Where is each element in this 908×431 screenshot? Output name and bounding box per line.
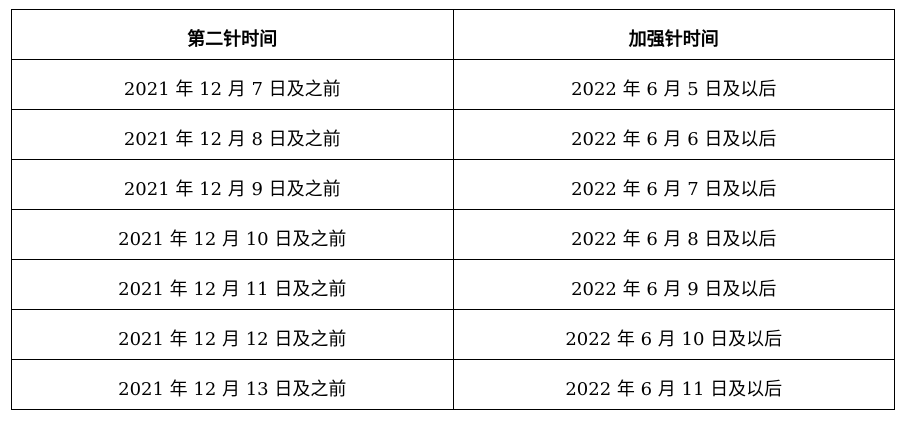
booster-date-cell: 2022 年 6 月 5 日及以后 — [452, 59, 895, 110]
second-dose-date-cell: 2021 年 12 月 11 日及之前 — [11, 259, 454, 310]
second-dose-date-cell: 2021 年 12 月 12 日及之前 — [11, 309, 454, 360]
booster-date-cell: 2022 年 6 月 11 日及以后 — [452, 359, 895, 410]
header-second-dose: 第二针时间 — [11, 9, 454, 60]
vaccination-schedule-table: 第二针时间 加强针时间 2021 年 12 月 7 日及之前 2022 年 6 月… — [11, 9, 895, 410]
header-booster: 加强针时间 — [452, 9, 895, 60]
table-row: 2021 年 12 月 8 日及之前 2022 年 6 月 6 日及以后 — [11, 109, 895, 160]
booster-date-cell: 2022 年 6 月 8 日及以后 — [452, 209, 895, 260]
table-row: 2021 年 12 月 11 日及之前 2022 年 6 月 9 日及以后 — [11, 259, 895, 310]
table-row: 2021 年 12 月 7 日及之前 2022 年 6 月 5 日及以后 — [11, 59, 895, 110]
booster-date-cell: 2022 年 6 月 6 日及以后 — [452, 109, 895, 160]
second-dose-date-cell: 2021 年 12 月 9 日及之前 — [11, 159, 454, 210]
booster-date-cell: 2022 年 6 月 9 日及以后 — [452, 259, 895, 310]
second-dose-date-cell: 2021 年 12 月 10 日及之前 — [11, 209, 454, 260]
table-row: 2021 年 12 月 13 日及之前 2022 年 6 月 11 日及以后 — [11, 359, 895, 410]
second-dose-date-cell: 2021 年 12 月 8 日及之前 — [11, 109, 454, 160]
booster-date-cell: 2022 年 6 月 7 日及以后 — [452, 159, 895, 210]
table-row: 2021 年 12 月 12 日及之前 2022 年 6 月 10 日及以后 — [11, 309, 895, 360]
table-row: 2021 年 12 月 9 日及之前 2022 年 6 月 7 日及以后 — [11, 159, 895, 210]
second-dose-date-cell: 2021 年 12 月 7 日及之前 — [11, 59, 454, 110]
booster-date-cell: 2022 年 6 月 10 日及以后 — [452, 309, 895, 360]
header-row: 第二针时间 加强针时间 — [11, 9, 895, 60]
table-row: 2021 年 12 月 10 日及之前 2022 年 6 月 8 日及以后 — [11, 209, 895, 260]
second-dose-date-cell: 2021 年 12 月 13 日及之前 — [11, 359, 454, 410]
